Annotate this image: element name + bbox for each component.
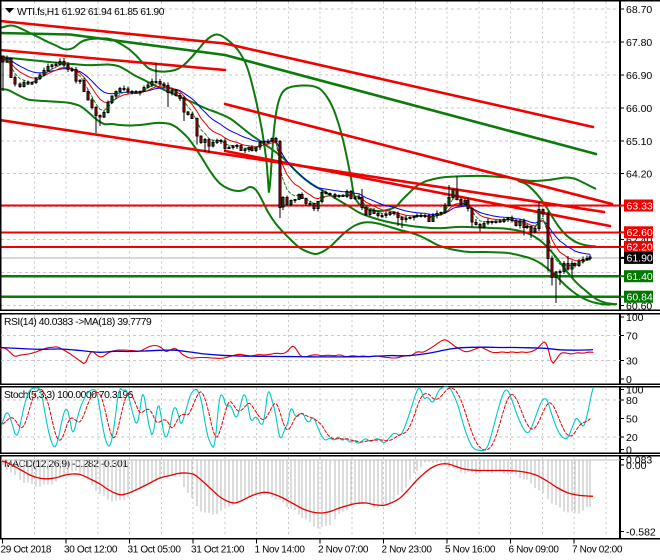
svg-text:-0.582: -0.582 xyxy=(626,527,656,539)
svg-text:1 Nov 14:00: 1 Nov 14:00 xyxy=(255,545,306,556)
svg-text:62.20: 62.20 xyxy=(627,242,653,254)
svg-text:61.40: 61.40 xyxy=(627,271,653,283)
svg-text:66.00: 66.00 xyxy=(626,103,652,115)
svg-text:63.33: 63.33 xyxy=(627,200,653,212)
svg-text:0.00: 0.00 xyxy=(626,460,647,472)
svg-text:WTI.fs,H1 61.92 61.94 61.85 6: WTI.fs,H1 61.92 61.94 61.85 61.90 xyxy=(17,7,165,18)
svg-text:65.10: 65.10 xyxy=(626,136,652,148)
svg-text:29 Oct 2018: 29 Oct 2018 xyxy=(1,545,52,556)
svg-text:66.90: 66.90 xyxy=(626,70,652,82)
svg-text:7 Nov 02:00: 7 Nov 02:00 xyxy=(572,545,623,556)
svg-text:62.60: 62.60 xyxy=(627,227,653,239)
svg-text:100: 100 xyxy=(626,385,644,397)
svg-text:60.84: 60.84 xyxy=(627,292,653,304)
svg-text:30: 30 xyxy=(626,356,638,368)
svg-text:61.90: 61.90 xyxy=(627,253,653,265)
svg-text:0: 0 xyxy=(626,374,632,386)
svg-text:64.20: 64.20 xyxy=(626,169,652,181)
svg-text:70: 70 xyxy=(626,331,638,343)
svg-text:68.70: 68.70 xyxy=(626,4,652,16)
svg-text:30 Oct 12:00: 30 Oct 12:00 xyxy=(64,545,118,556)
svg-text:60.60: 60.60 xyxy=(626,301,652,313)
svg-text:2 Nov 23:00: 2 Nov 23:00 xyxy=(382,545,433,556)
svg-text:5 Nov 16:00: 5 Nov 16:00 xyxy=(445,545,496,556)
svg-text:20: 20 xyxy=(626,432,638,444)
svg-text:67.80: 67.80 xyxy=(626,37,652,49)
svg-text:80: 80 xyxy=(626,395,638,407)
svg-text:6 Nov 09:00: 6 Nov 09:00 xyxy=(509,545,560,556)
svg-text:MACD(12,26,9) -0.282 -0.301: MACD(12,26,9) -0.282 -0.301 xyxy=(4,459,128,470)
svg-text:50: 50 xyxy=(626,414,638,426)
svg-text:2 Nov 07:00: 2 Nov 07:00 xyxy=(318,545,369,556)
svg-text:0.083: 0.083 xyxy=(626,455,652,467)
svg-text:RSI(14) 40.0383 ->MA(18) 39.7: RSI(14) 40.0383 ->MA(18) 39.7779 xyxy=(4,317,152,328)
svg-text:31 Oct 05:00: 31 Oct 05:00 xyxy=(128,545,182,556)
svg-text:100: 100 xyxy=(626,312,644,324)
svg-text:0: 0 xyxy=(626,444,632,456)
svg-text:31 Oct 21:00: 31 Oct 21:00 xyxy=(191,545,245,556)
svg-text:Stoch(5,3,3) 100.0000 70.3196: Stoch(5,3,3) 100.0000 70.3196 xyxy=(4,390,134,401)
